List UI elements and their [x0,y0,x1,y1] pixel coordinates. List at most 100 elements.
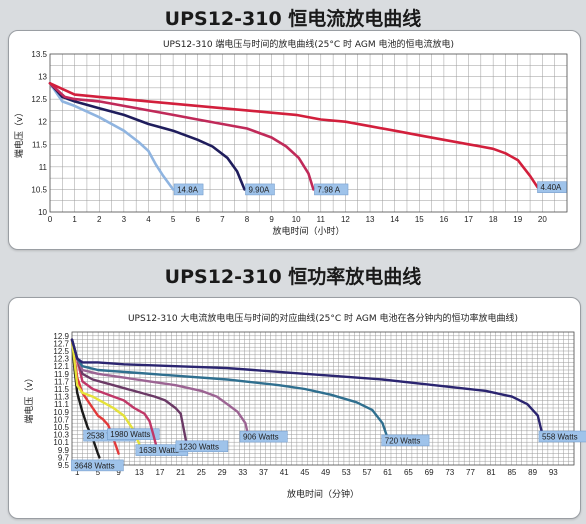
series-label: 4.40A [540,183,562,192]
y-tick-label: 9.7 [58,453,70,462]
series-label: 14.8A [177,185,199,194]
x-tick-label: 7 [220,215,225,224]
series-label: 720 Watts [385,436,421,445]
bottom-chart-heading: UPS12-310 恒功率放电曲线 [164,266,422,288]
series-label: 1230 Watts [179,442,219,451]
y-tick-label: 10 [38,208,47,217]
x-tick-label: 14 [390,215,399,224]
x-tick-label: 13 [135,468,144,477]
y-tick-label: 12 [38,118,47,127]
x-tick-label: 85 [507,468,516,477]
x-tick-label: 65 [404,468,413,477]
x-tick-label: 13 [366,215,375,224]
x-tick-label: 45 [300,468,309,477]
series-label-box [245,183,275,196]
y-tick-label: 12.5 [31,95,47,104]
x-tick-label: 17 [464,215,473,224]
x-tick-label: 9 [269,215,274,224]
y-tick-label: 10.9 [53,408,69,417]
y-tick-label: 12.5 [53,347,69,356]
y-tick-label: 9.5 [58,461,70,470]
x-tick-label: 57 [363,468,372,477]
series-label-box [173,183,204,196]
y-tick-label: 11.7 [54,377,70,386]
y-tick-label: 12.7 [53,339,69,348]
plot-grid [71,331,575,466]
x-tick-label: 25 [197,468,206,477]
series-label-box [239,430,288,443]
y-tick-label: 9.9 [58,446,70,455]
x-tick-label: 15 [415,215,424,224]
series-label-box [71,459,124,472]
x-tick-label: 8 [245,215,250,224]
x-tick-label: 1 [72,215,77,224]
y-tick-label: 10.1 [53,438,69,447]
y-tick-label: 10.7 [53,415,69,424]
y-tick-label: 11.9 [54,370,70,379]
x-tick-label: 53 [342,468,351,477]
x-tick-label: 77 [466,468,475,477]
x-tick-label: 9 [116,468,121,477]
series-line [70,338,545,438]
series-label: 906 Watts [243,433,279,442]
series-label-box [107,428,160,440]
series-label: 1638 Watts [139,446,179,455]
x-tick-label: 0 [48,215,53,224]
y-tick-label: 12.3 [53,355,69,364]
plot-frame [49,53,568,213]
x-tick-label: 3 [122,215,127,224]
series-line [70,338,250,436]
y-tick-label: 11.1 [54,400,70,409]
x-axis-label: 放电时间（小时） [272,225,344,237]
y-axis-label: 端电压（v） [13,108,25,158]
x-tick-label: 10 [292,215,301,224]
x-tick-label: 21 [176,468,185,477]
y-tick-label: 11.5 [54,385,70,394]
x-tick-label: 20 [538,215,547,224]
x-tick-label: 17 [156,468,165,477]
x-tick-label: 89 [528,468,537,477]
x-axis-label: 放电时间（分钟） [287,488,359,500]
series-line [48,82,246,191]
series-label-box [314,183,349,196]
y-tick-label: 11 [39,163,48,172]
x-tick-label: 16 [439,215,448,224]
x-tick-label: 37 [259,468,268,477]
x-tick-label: 18 [489,215,498,224]
series-line [48,82,175,191]
series-label-box [175,440,229,453]
series-label: 558 Watts [542,433,578,442]
y-tick-label: 12.9 [53,332,69,341]
y-tick-label: 12.1 [53,362,69,371]
x-tick-label: 11 [317,215,326,224]
y-tick-label: 10.5 [53,423,69,432]
x-tick-label: 19 [513,215,522,224]
plot-frame [71,331,575,466]
y-axis-label: 端电压（v） [23,373,35,423]
x-tick-label: 93 [549,468,558,477]
series-line [48,82,539,189]
y-tick-label: 10.3 [53,431,69,440]
series-line [70,338,188,442]
y-tick-label: 10.5 [31,185,47,194]
x-tick-label: 69 [425,468,434,477]
x-tick-label: 4 [146,215,151,224]
series-label: 9.90A [248,185,270,194]
top-chart-panel [8,30,581,250]
series-label: 7.98 A [317,185,340,194]
series-label: 3648 Watts [74,461,114,470]
series-line [70,338,158,446]
y-tick-label: 13.5 [31,50,47,59]
x-tick-label: 1 [75,468,80,477]
series-label: 1980 Watts [110,430,150,439]
x-tick-label: 2 [97,215,102,224]
x-tick-label: 5 [96,468,101,477]
x-tick-label: 81 [487,468,496,477]
top-chart-heading: UPS12-310 恒电流放电曲线 [164,8,422,30]
x-tick-label: 49 [321,468,330,477]
x-tick-label: 12 [341,215,350,224]
series-label-box [537,181,567,193]
x-tick-label: 29 [218,468,227,477]
